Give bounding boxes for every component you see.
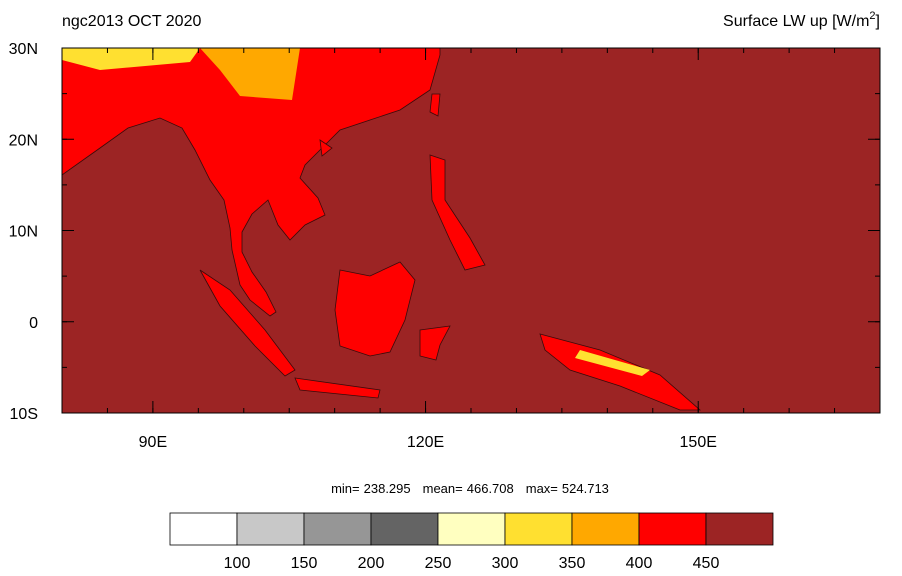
y-tick-label: 30N — [9, 41, 38, 58]
stat-value: 466.708 — [467, 481, 514, 496]
colorbar-label: 200 — [358, 555, 385, 572]
colorbar-box — [638, 512, 707, 546]
colorbar-label: 300 — [492, 555, 519, 572]
x-tick-label: 150E — [680, 434, 717, 451]
x-tick-label: 90E — [139, 434, 167, 451]
colorbar-label: 350 — [559, 555, 586, 572]
colorbar-box — [236, 512, 305, 546]
y-tick-label: 10S — [10, 406, 38, 423]
colorbar-box — [571, 512, 640, 546]
colorbar-box — [705, 512, 774, 546]
taiwan — [429, 93, 441, 117]
colorbar-box — [169, 512, 238, 546]
highland — [200, 48, 300, 100]
title-text: Surface LW up [W/m — [723, 13, 869, 30]
philippines — [429, 154, 486, 271]
mainland — [61, 47, 441, 317]
plateau — [62, 48, 200, 70]
colorbar-box — [303, 512, 372, 546]
colorbar-box — [370, 512, 439, 546]
right-title: Surface LW up [W/m2] — [723, 10, 880, 30]
borneo — [334, 261, 416, 357]
stat-label: max= — [526, 481, 558, 496]
highland-patch — [575, 350, 650, 376]
map — [61, 47, 881, 414]
stat-value: 238.295 — [364, 481, 411, 496]
sulawesi — [419, 325, 451, 361]
hainan — [319, 139, 333, 157]
y-tick-label: 20N — [9, 132, 38, 149]
colorbar-label: 400 — [626, 555, 653, 572]
title-end: ] — [876, 13, 880, 30]
stats: min= 238.295 mean= 466.708 max= 524.713 — [331, 481, 609, 496]
colorbar-label: 250 — [425, 555, 452, 572]
colorbar-label: 150 — [291, 555, 318, 572]
title-sup: 2 — [869, 10, 875, 22]
stat-value: 524.713 — [562, 481, 609, 496]
colorbar-box — [504, 512, 573, 546]
x-tick-label: 120E — [407, 434, 444, 451]
java — [294, 377, 381, 399]
y-tick-label: 0 — [29, 315, 38, 332]
colorbar-label: 450 — [693, 555, 720, 572]
stat-label: min= — [331, 481, 360, 496]
stat-label: mean= — [423, 481, 463, 496]
sumatra — [199, 269, 296, 377]
y-tick-label: 10N — [9, 224, 38, 241]
left-title: ngc2013 OCT 2020 — [62, 13, 201, 30]
colorbar-label: 100 — [224, 555, 251, 572]
colorbar-box — [437, 512, 506, 546]
